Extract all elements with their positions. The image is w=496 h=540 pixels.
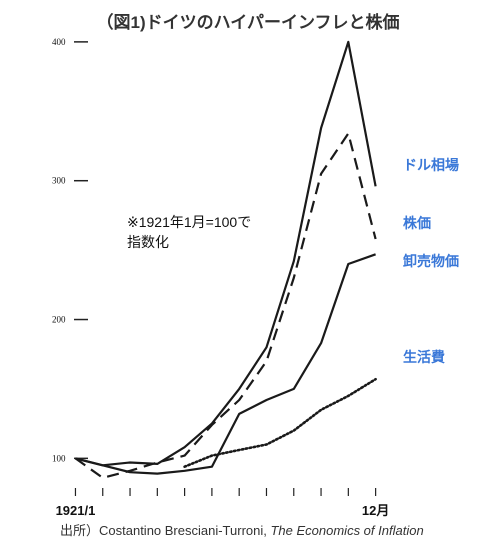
series-line-3 [75,253,376,475]
series-line-4 [183,377,377,469]
series-lines [74,40,377,479]
note-line-1: ※1921年1月=100で [127,214,252,230]
series-label-4: 生活費 [403,349,445,365]
note-line-2: 指数化 [127,234,169,250]
series-line-2 [74,132,377,479]
source-book-title: The Economics of Inflation [270,523,424,538]
series-label-2: 株価 [403,215,431,231]
y-axis: 100 200 300 400 [52,37,88,463]
chart-note: ※1921年1月=100で 指数化 [127,212,251,252]
x-tick-label-1: 1921/1 [56,503,96,518]
series-label-3: 卸売物価 [403,253,459,269]
chart-title: （図1)ドイツのハイパーインフレと株価 [96,13,400,32]
source-prefix: 出所）Costantino Bresciani-Turroni, [60,523,271,538]
series-line-1 [75,40,377,467]
y-tick-label-200: 200 [52,315,66,325]
x-axis: 1921/1 12月 [56,488,389,518]
series-label-1: ドル相場 [403,157,459,173]
y-tick-label-300: 300 [52,176,66,186]
x-tick-label-12: 12月 [362,503,389,518]
y-tick-label-100: 100 [52,453,66,463]
source-citation: 出所）Costantino Bresciani-Turroni, The Eco… [60,520,424,539]
y-tick-label-400: 400 [52,37,66,47]
